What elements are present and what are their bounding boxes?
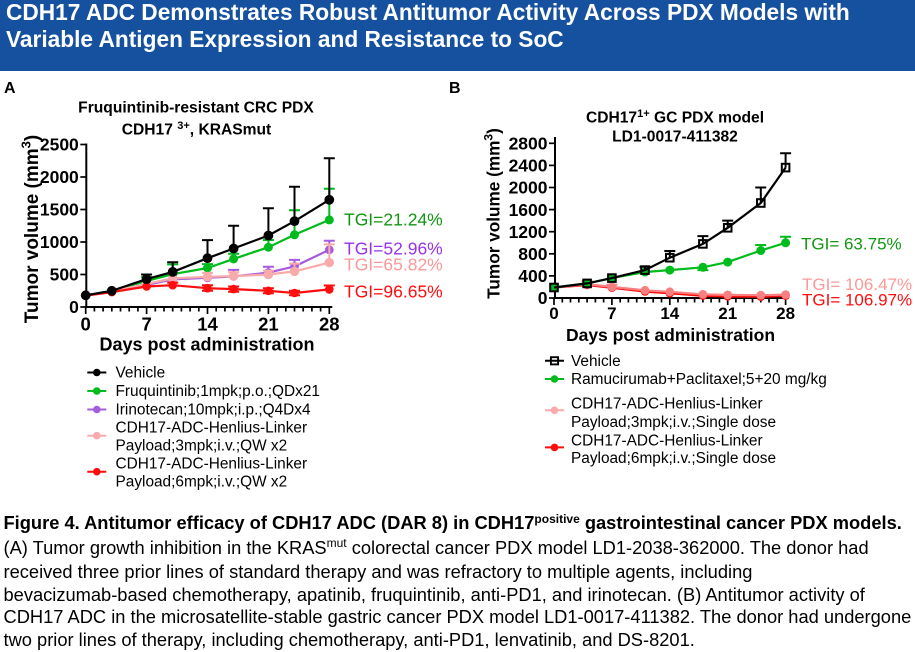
svg-text:28: 28 xyxy=(776,304,795,323)
svg-text:2000: 2000 xyxy=(40,167,79,187)
svg-text:0: 0 xyxy=(81,314,91,335)
svg-text:Tumor volume (mm3): Tumor volume (mm3) xyxy=(482,128,504,299)
svg-text:Vehicle: Vehicle xyxy=(571,353,621,370)
svg-text:CDH17 3+, KRASmut: CDH17 3+, KRASmut xyxy=(122,120,271,139)
svg-text:CDH17-ADC-Henlius-Linker: CDH17-ADC-Henlius-Linker xyxy=(571,396,763,413)
svg-text:TGI=21.24%: TGI=21.24% xyxy=(344,209,443,229)
svg-text:2400: 2400 xyxy=(509,156,548,176)
svg-text:1200: 1200 xyxy=(509,222,548,242)
svg-text:Ramucirumab+Paclitaxel;5+20 mg: Ramucirumab+Paclitaxel;5+20 mg/kg xyxy=(571,371,827,388)
svg-text:TGI= 63.75%: TGI= 63.75% xyxy=(801,235,902,254)
svg-text:TGI= 106.97%: TGI= 106.97% xyxy=(802,291,912,310)
svg-text:800: 800 xyxy=(518,244,547,264)
svg-text:500: 500 xyxy=(50,265,79,285)
svg-text:TGI=96.65%: TGI=96.65% xyxy=(344,281,443,301)
svg-text:14: 14 xyxy=(660,304,679,323)
svg-text:2500: 2500 xyxy=(40,135,79,155)
svg-text:0: 0 xyxy=(549,304,558,323)
svg-text:2800: 2800 xyxy=(509,134,548,154)
svg-text:7: 7 xyxy=(141,314,151,335)
svg-text:1600: 1600 xyxy=(509,200,548,220)
svg-text:Fruquintinib;1mpk;p.o.;QDx21: Fruquintinib;1mpk;p.o.;QDx21 xyxy=(116,383,320,400)
svg-text:21: 21 xyxy=(258,314,279,335)
svg-text:0: 0 xyxy=(538,288,548,308)
svg-text:Days post administration: Days post administration xyxy=(99,335,314,355)
svg-text:Payload;6mpk;i.v.;QW x2: Payload;6mpk;i.v.;QW x2 xyxy=(116,474,288,491)
svg-text:Irinotecan;10mpk;i.p.;Q4Dx4: Irinotecan;10mpk;i.p.;Q4Dx4 xyxy=(116,402,311,419)
svg-text:7: 7 xyxy=(607,304,616,323)
svg-text:1000: 1000 xyxy=(40,232,79,252)
svg-text:400: 400 xyxy=(518,266,547,286)
svg-text:Payload;3mpk;i.v.;QW x2: Payload;3mpk;i.v.;QW x2 xyxy=(116,438,288,455)
svg-text:TGI=52.96%: TGI=52.96% xyxy=(344,238,443,258)
svg-text:Payload;3mpk;i.v.;Single dose: Payload;3mpk;i.v.;Single dose xyxy=(571,414,776,431)
svg-text:0: 0 xyxy=(69,297,79,317)
svg-text:Tumor volume (mm3): Tumor volume (mm3) xyxy=(19,135,44,323)
svg-text:CDH17-ADC-Henlius-Linker: CDH17-ADC-Henlius-Linker xyxy=(116,456,308,473)
svg-text:LD1-0017-411382: LD1-0017-411382 xyxy=(612,129,738,146)
svg-text:Vehicle: Vehicle xyxy=(116,365,166,382)
svg-text:28: 28 xyxy=(319,314,340,335)
svg-text:2000: 2000 xyxy=(509,178,548,198)
svg-text:CDH171+ GC PDX model: CDH171+ GC PDX model xyxy=(586,108,764,127)
svg-text:CDH17-ADC-Henlius-Linker: CDH17-ADC-Henlius-Linker xyxy=(116,420,308,437)
svg-text:CDH17-ADC-Henlius-Linker: CDH17-ADC-Henlius-Linker xyxy=(571,433,763,450)
svg-text:21: 21 xyxy=(718,304,737,323)
svg-text:TGI=65.82%: TGI=65.82% xyxy=(344,254,443,274)
svg-text:14: 14 xyxy=(197,314,218,335)
svg-text:Days post administration: Days post administration xyxy=(566,325,775,345)
svg-text:TGI= 106.47%: TGI= 106.47% xyxy=(802,275,912,294)
svg-text:1500: 1500 xyxy=(40,200,79,220)
svg-text:Fruquintinib-resistant CRC PDX: Fruquintinib-resistant CRC PDX xyxy=(78,100,314,117)
svg-text:Payload;6mpk;i.v.;Single dose: Payload;6mpk;i.v.;Single dose xyxy=(571,450,776,467)
